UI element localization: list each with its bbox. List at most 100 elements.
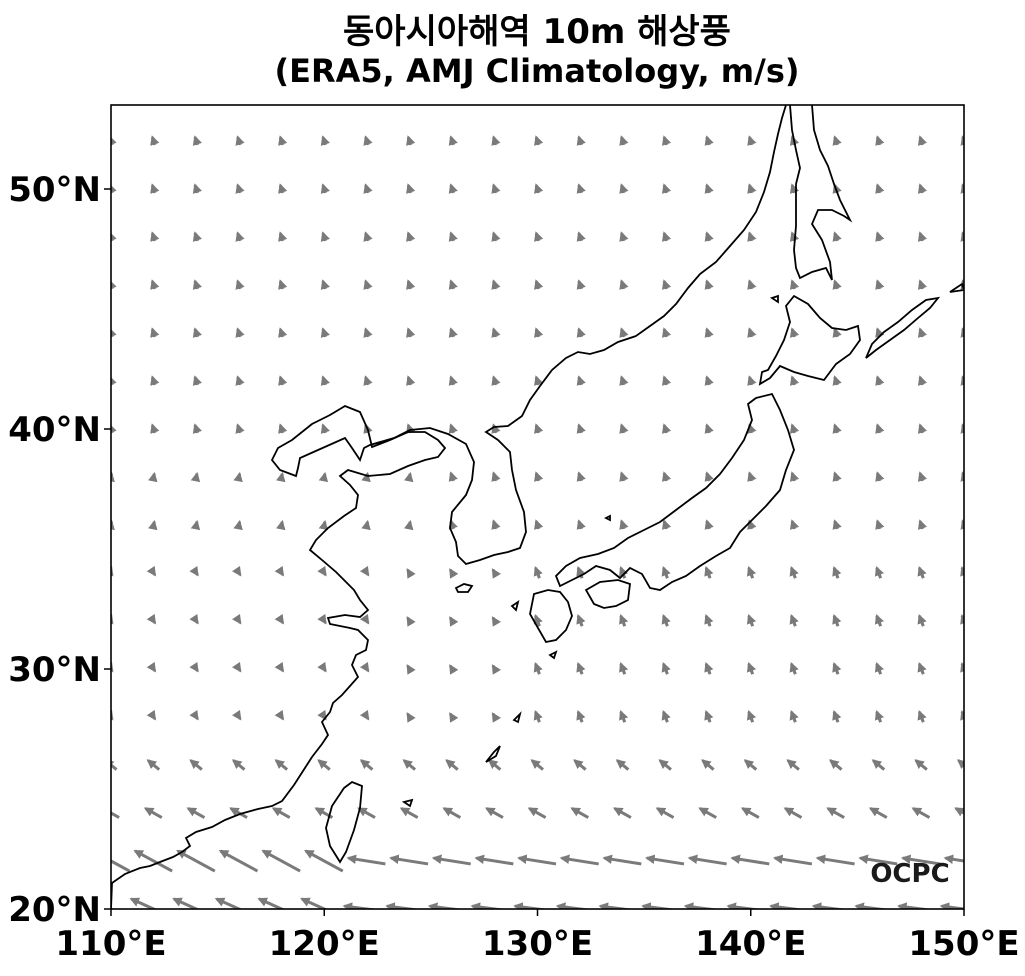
- wind-arrow: [917, 471, 928, 482]
- wind-arrow: [406, 135, 416, 146]
- wind-arrow: [661, 710, 671, 723]
- wind-arrow: [917, 135, 928, 146]
- wind-arrow: [619, 662, 629, 675]
- wind-arrow: [747, 279, 757, 290]
- wind-arrow: [832, 423, 842, 434]
- wind-arrow: [300, 897, 328, 909]
- wind-arrow: [598, 902, 635, 909]
- wind-arrow: [385, 902, 422, 909]
- wind-arrow: [789, 662, 799, 675]
- wind-arrow: [662, 375, 672, 386]
- wind-arrow: [235, 231, 245, 242]
- wind-arrow: [231, 759, 246, 771]
- wind-arrow: [406, 231, 416, 242]
- wind-arrow: [832, 327, 842, 338]
- latitude-ticks: 20°N 30°N 40°N 50°N: [8, 170, 111, 930]
- wind-vector-field: [111, 135, 964, 909]
- wind-arrow: [274, 613, 285, 625]
- wind-arrow: [576, 519, 586, 530]
- wind-arrow: [576, 279, 586, 290]
- wind-arrow: [235, 279, 245, 290]
- wind-arrow: [960, 614, 964, 626]
- wind-arrow: [662, 423, 672, 434]
- wind-arrow: [448, 279, 458, 290]
- wind-arrow: [146, 709, 157, 721]
- wind-arrow: [704, 375, 714, 386]
- wind-arrow: [832, 662, 842, 675]
- wind-arrow: [317, 661, 327, 673]
- wind-arrow: [271, 807, 291, 819]
- wind-arrow: [190, 471, 201, 483]
- wind-arrow: [789, 375, 800, 386]
- wind-arrow: [743, 759, 758, 771]
- wind-arrow: [448, 423, 458, 434]
- wind-arrow: [619, 519, 629, 530]
- wind-arrow: [448, 135, 458, 146]
- wind-arrow: [403, 519, 414, 531]
- wind-arrow: [811, 902, 848, 909]
- wind-arrow: [320, 423, 330, 434]
- wind-arrow: [917, 423, 928, 434]
- wind-arrow: [875, 183, 885, 194]
- mainland-coastline: [111, 105, 787, 909]
- x-tick-label: 110°E: [55, 924, 166, 964]
- wind-arrow: [363, 375, 373, 386]
- wind-arrow: [150, 327, 160, 338]
- wind-arrow: [485, 807, 504, 819]
- wind-arrow: [662, 135, 672, 146]
- wind-arrow: [874, 710, 884, 723]
- wind-arrow: [747, 710, 756, 723]
- wind-arrow: [534, 375, 544, 386]
- wind-arrow: [917, 566, 927, 579]
- wind-arrow: [406, 183, 416, 194]
- wind-arrow: [491, 568, 501, 579]
- wind-arrow: [832, 231, 842, 242]
- wind-arrow: [533, 662, 543, 675]
- wind-arrow: [619, 566, 629, 579]
- wind-arrow: [662, 279, 672, 290]
- wind-arrow: [747, 662, 756, 675]
- wind-arrow: [192, 375, 202, 386]
- y-tick-label: 30°N: [8, 650, 101, 690]
- wind-arrow: [783, 807, 803, 819]
- sakhalin-coastline: [789, 105, 853, 281]
- wind-arrow: [189, 709, 199, 721]
- wind-arrow: [448, 183, 458, 194]
- wind-arrow: [832, 710, 842, 723]
- wind-arrow: [960, 279, 964, 290]
- wind-arrow: [619, 471, 629, 482]
- shikoku-coastline: [584, 579, 631, 609]
- wind-arrow: [111, 709, 114, 721]
- wind-arrow: [772, 854, 813, 866]
- wind-arrow: [257, 897, 286, 909]
- wind-arrow: [789, 519, 800, 530]
- wind-arrow: [534, 327, 544, 338]
- wind-arrow: [576, 327, 586, 338]
- wind-arrow: [576, 710, 586, 723]
- wind-arrow: [533, 710, 543, 723]
- wind-arrow: [527, 807, 547, 819]
- wind-arrow: [235, 135, 245, 146]
- wind-arrow: [359, 565, 370, 577]
- wind-arrow: [190, 519, 201, 531]
- wind-arrow: [402, 759, 417, 771]
- wind-arrow: [278, 279, 288, 290]
- wind-arrow: [363, 279, 373, 290]
- wind-arrow: [534, 423, 544, 434]
- wind-arrow: [917, 710, 927, 723]
- wind-arrow: [530, 759, 544, 771]
- taiwan-coastline: [325, 780, 363, 864]
- wind-arrow: [533, 566, 543, 579]
- wind-arrow: [111, 759, 118, 771]
- wind-arrow: [576, 135, 586, 146]
- x-tick-label: 120°E: [269, 924, 380, 964]
- wind-arrow: [276, 519, 286, 531]
- wind-arrow: [747, 375, 757, 386]
- wind-arrow: [960, 566, 964, 578]
- wind-arrow: [359, 661, 370, 673]
- wind-arrow: [687, 854, 727, 866]
- wind-arrow: [789, 614, 799, 627]
- wind-arrow: [229, 807, 248, 819]
- wind-arrow: [555, 902, 592, 909]
- wind-arrow: [619, 614, 629, 627]
